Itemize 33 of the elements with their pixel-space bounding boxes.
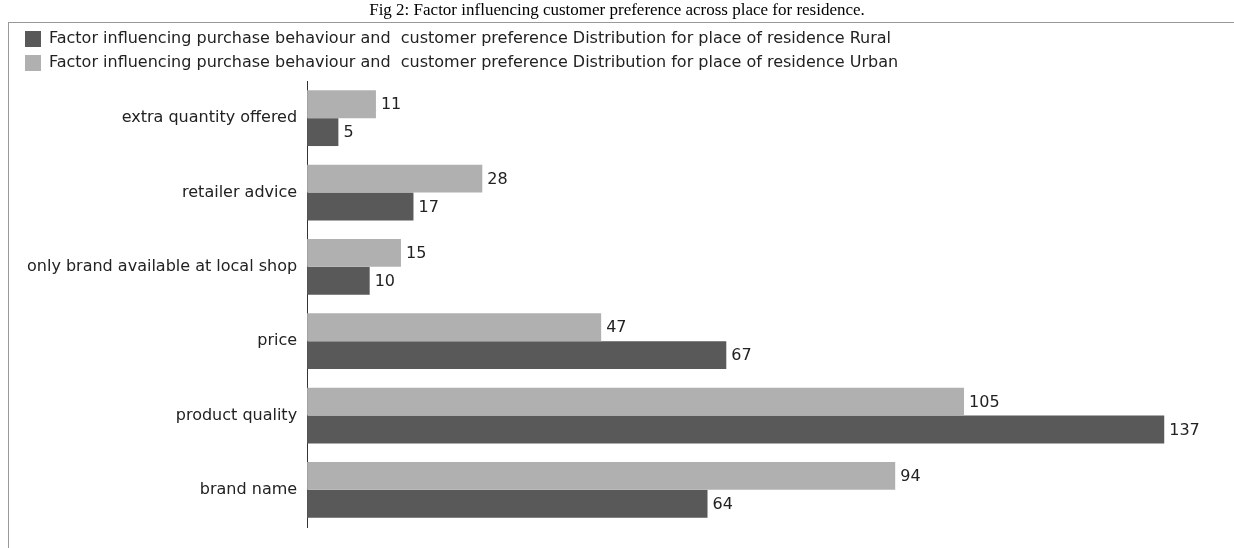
chart-title: Fig 2: Factor influencing customer preference across place for residence. [368, 0, 866, 21]
y-tick-label: only brand available at local shop [27, 255, 298, 275]
bar [307, 238, 401, 267]
bar [307, 489, 708, 518]
data-label: 28 [487, 168, 508, 188]
bar [307, 313, 602, 342]
bar [307, 387, 965, 416]
legend-label: Factor influencing purchase behaviour and customer preference Distribution for place of residence Rural [49, 28, 892, 48]
bar [307, 164, 483, 193]
data-label: 64 [712, 493, 733, 513]
legend-label: Factor influencing purchase behaviour and customer preference Distribution for place of residence Urban [49, 52, 899, 72]
bar [307, 341, 727, 370]
y-tick-label: extra quantity offered [121, 107, 298, 127]
data-label: 67 [731, 345, 752, 365]
bar [307, 461, 896, 490]
bar [307, 192, 414, 221]
y-tick-label: brand name [199, 478, 298, 498]
bar [307, 90, 376, 119]
y-tick-label: product quality [175, 404, 298, 424]
data-label: 10 [374, 270, 396, 290]
data-label: 15 [405, 243, 427, 263]
data-label: 17 [418, 196, 439, 216]
bar [307, 266, 370, 295]
data-label: 94 [900, 466, 921, 486]
data-label: 137 [1169, 419, 1200, 439]
data-label: 105 [969, 391, 1000, 411]
data-label: 5 [343, 122, 354, 142]
bar [307, 415, 1165, 444]
y-tick-label: price [257, 330, 298, 350]
data-label: 11 [380, 94, 402, 114]
bar [307, 118, 339, 147]
data-label: 47 [606, 317, 627, 337]
y-tick-label: retailer advice [182, 181, 298, 201]
